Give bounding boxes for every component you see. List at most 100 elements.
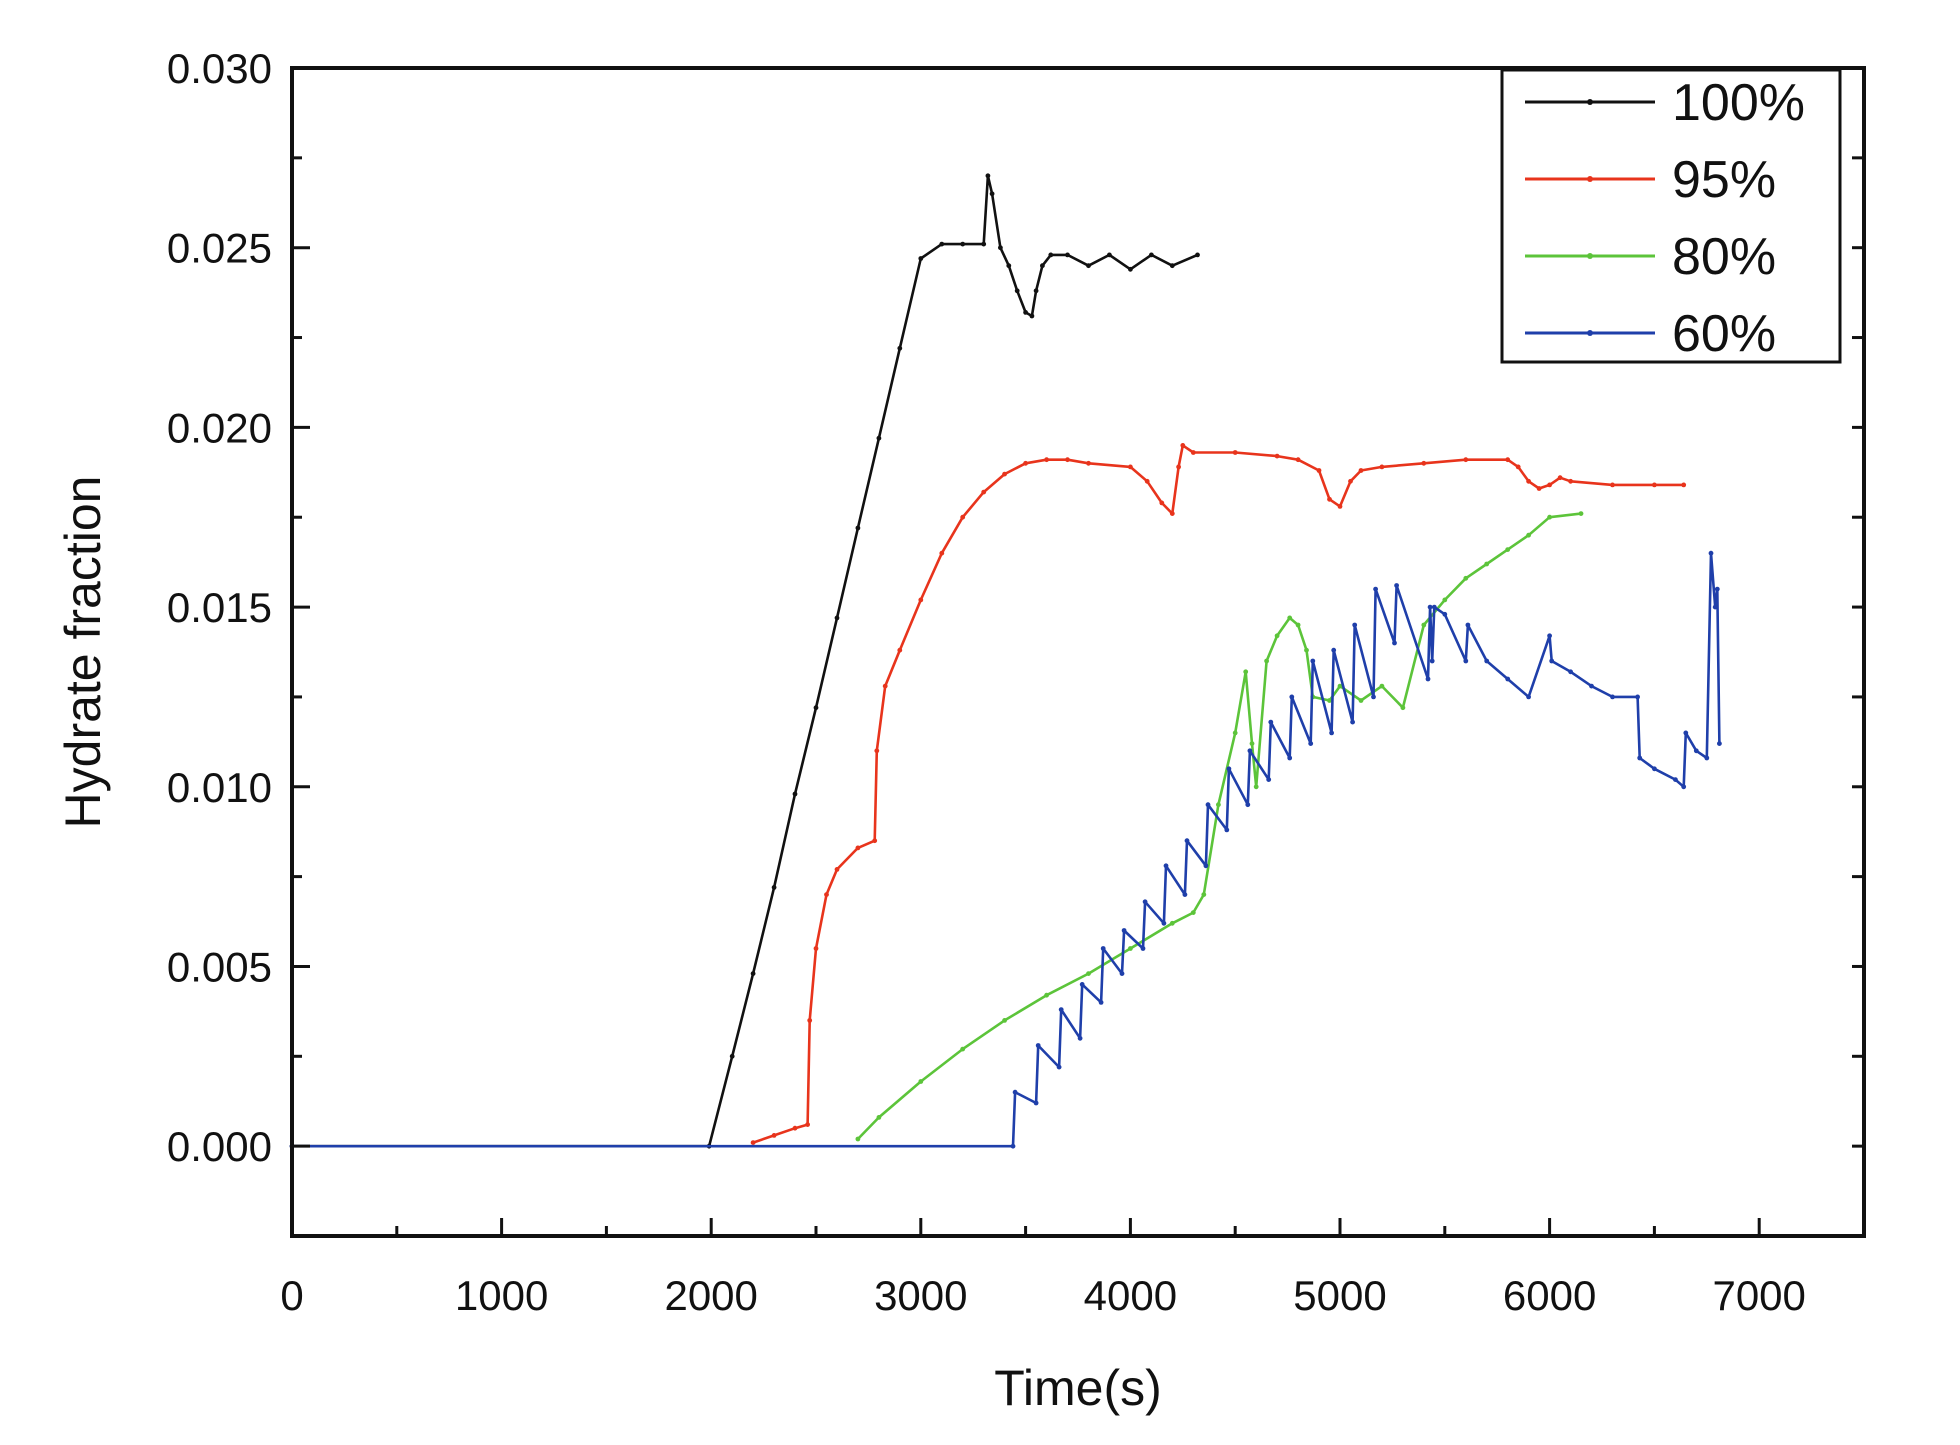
x-tick-label: 1000: [455, 1272, 548, 1319]
data-point: [1635, 694, 1640, 700]
data-point: [1086, 460, 1091, 466]
data-point: [1226, 766, 1232, 772]
data-point: [1526, 478, 1531, 484]
data-point: [729, 1053, 735, 1059]
data-point: [1637, 755, 1643, 761]
data-point: [1337, 683, 1343, 689]
data-point: [1195, 252, 1200, 258]
data-point: [792, 1125, 798, 1131]
y-tick-label: 0.025: [167, 225, 272, 272]
data-point: [960, 514, 966, 520]
data-point: [1350, 719, 1355, 725]
data-point: [1253, 784, 1259, 790]
data-point: [1224, 827, 1230, 833]
data-point: [771, 885, 777, 890]
data-point: [1056, 1064, 1062, 1070]
y-tick-label: 0.005: [167, 943, 272, 990]
data-point: [1274, 633, 1280, 639]
plot-frame: [290, 66, 1866, 1238]
data-point: [1232, 450, 1238, 455]
data-point: [1431, 604, 1437, 610]
data-point: [1463, 658, 1469, 664]
data-point: [1205, 802, 1211, 808]
data-point: [1421, 622, 1427, 628]
data-point: [1673, 777, 1678, 782]
data-point: [918, 597, 924, 603]
data-point: [882, 683, 888, 689]
data-point: [1442, 597, 1448, 603]
data-point: [1515, 464, 1521, 470]
legend-box: [1500, 68, 1842, 364]
data-point: [1035, 1043, 1041, 1048]
data-point: [1065, 457, 1070, 463]
data-point: [1526, 694, 1531, 700]
data-point: [897, 647, 903, 653]
data-point: [1128, 464, 1133, 470]
legend-marker: [1587, 330, 1593, 336]
data-point: [1331, 647, 1337, 653]
legend-label: 80%: [1672, 228, 1776, 286]
data-point: [750, 1140, 756, 1145]
data-point: [1119, 971, 1125, 976]
data-point: [813, 705, 819, 711]
data-point: [824, 892, 829, 897]
data-point: [1610, 482, 1615, 488]
data-point: [1358, 468, 1364, 473]
data-point: [750, 971, 756, 976]
data-point: [1264, 658, 1269, 664]
data-point: [1040, 263, 1045, 269]
data-point: [1557, 475, 1563, 481]
data-point: [1568, 478, 1573, 484]
data-point: [1371, 694, 1376, 700]
data-point: [960, 1046, 966, 1052]
data-point: [1243, 669, 1249, 675]
data-point: [1010, 1143, 1016, 1149]
data-point: [1717, 741, 1722, 746]
data-point: [1465, 622, 1471, 628]
data-point: [989, 191, 995, 197]
series-line-1: [292, 174, 1199, 1148]
x-axis-title: Time(s): [994, 1360, 1162, 1416]
data-point: [1578, 511, 1584, 516]
data-point: [1425, 676, 1431, 682]
data-point: [1247, 748, 1253, 754]
data-point: [981, 489, 987, 495]
data-point: [1190, 910, 1196, 915]
data-point: [1149, 252, 1154, 258]
legend-marker: [1587, 176, 1593, 182]
data-point: [1163, 863, 1169, 869]
data-point: [1421, 460, 1427, 466]
data-point: [1304, 647, 1309, 653]
data-point: [1652, 766, 1657, 772]
data-point: [1429, 658, 1435, 664]
data-point: [1144, 478, 1150, 484]
data-point: [1033, 1100, 1039, 1106]
data-point: [792, 791, 798, 797]
data-point: [1505, 676, 1511, 682]
data-point: [1033, 288, 1039, 294]
data-point: [1549, 658, 1555, 664]
data-point: [1352, 622, 1358, 628]
data-point: [1203, 863, 1209, 869]
data-point: [1379, 464, 1385, 470]
data-point: [1169, 511, 1175, 516]
data-point: [1316, 468, 1322, 473]
data-point: [1348, 478, 1353, 484]
data-point: [1681, 784, 1687, 790]
data-point: [1180, 443, 1186, 448]
data-point: [1268, 719, 1274, 725]
data-point: [1287, 755, 1293, 761]
y-tick-label: 0.020: [167, 404, 272, 451]
data-point: [1142, 899, 1148, 905]
data-point: [1484, 658, 1490, 664]
data-point: [1065, 252, 1070, 258]
data-point: [1128, 946, 1133, 951]
legend-marker: [1587, 253, 1593, 259]
x-tick-label: 5000: [1293, 1272, 1386, 1319]
data-point: [807, 1018, 813, 1023]
data-point: [1201, 892, 1207, 897]
x-tick-label: 3000: [874, 1272, 967, 1319]
data-point: [876, 435, 882, 441]
data-point: [985, 173, 991, 179]
data-point: [834, 615, 840, 621]
